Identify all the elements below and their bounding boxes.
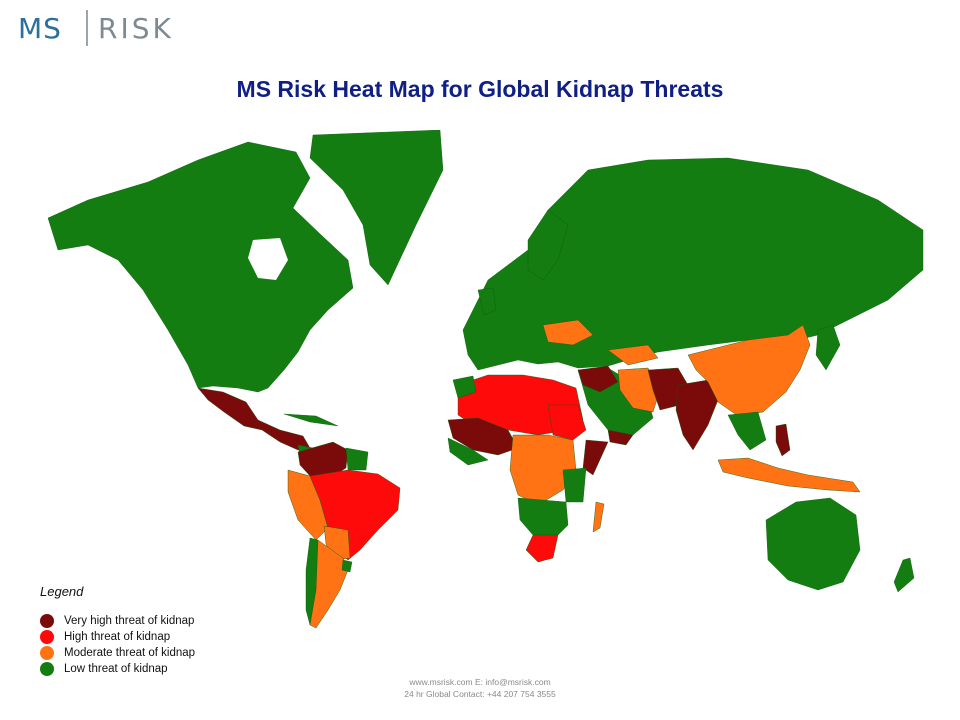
legend-item-low: Low threat of kidnap xyxy=(40,661,280,677)
region-southeast-asia xyxy=(727,411,767,451)
legend-item-high: High threat of kidnap xyxy=(40,629,280,645)
legend-label-very-high: Very high threat of kidnap xyxy=(64,615,195,627)
region-china xyxy=(687,324,811,417)
region-uruguay xyxy=(341,559,353,573)
legend-swatch-high xyxy=(40,630,54,644)
region-east-africa xyxy=(562,467,587,503)
legend-label-moderate: Moderate threat of kidnap xyxy=(64,647,196,659)
region-indonesia xyxy=(717,457,861,493)
region-india xyxy=(675,379,719,451)
region-australia xyxy=(765,497,861,591)
logo-risk-text: RISK xyxy=(98,12,174,45)
world-map-svg xyxy=(48,130,924,629)
legend-item-very-high: Very high threat of kidnap xyxy=(40,613,280,629)
region-philippines xyxy=(775,423,791,457)
region-sahel xyxy=(447,417,519,456)
region-guianas xyxy=(345,447,369,471)
legend-title: Legend xyxy=(40,584,84,599)
logo-divider xyxy=(86,10,88,46)
region-yemen xyxy=(607,429,634,446)
legend-swatch-low xyxy=(40,662,54,676)
region-scandinavia xyxy=(527,209,569,281)
region-hudson-bay xyxy=(248,238,288,280)
legend-label-low: Low threat of kidnap xyxy=(64,663,168,675)
world-kidnap-threat-map xyxy=(48,130,928,640)
region-morocco xyxy=(452,375,477,399)
region-caribbean xyxy=(283,413,339,427)
legend-swatch-very-high xyxy=(40,614,54,628)
region-iran xyxy=(617,367,661,413)
region-uk xyxy=(477,287,497,316)
footer-line-web-email: www.msrisk.com E: info@msrisk.com xyxy=(409,677,551,687)
footer-line-phone: 24 hr Global Contact: +44 207 754 3555 xyxy=(404,689,556,699)
region-iraq-syria xyxy=(577,365,619,393)
region-turkey-caucasus xyxy=(607,344,659,366)
region-ukraine xyxy=(542,319,594,346)
region-madagascar xyxy=(592,501,605,533)
legend-swatch-moderate xyxy=(40,646,54,660)
region-greenland xyxy=(309,130,444,286)
region-west-africa-coast xyxy=(447,437,489,466)
region-mexico-central-america xyxy=(197,387,311,451)
region-somalia xyxy=(582,439,609,476)
map-legend: Legend Very high threat of kidnap High t… xyxy=(40,584,280,677)
legend-label-high: High threat of kidnap xyxy=(64,631,171,643)
region-sudan xyxy=(547,404,587,441)
region-south-africa xyxy=(525,534,559,563)
logo-ms-text: MS xyxy=(18,12,62,45)
region-southern-africa xyxy=(517,497,569,541)
region-new-zealand xyxy=(893,557,915,593)
msrisk-logo: MS RISK xyxy=(18,10,188,46)
region-central-africa xyxy=(509,434,577,506)
region-japan xyxy=(815,324,841,371)
region-north-america xyxy=(48,141,354,393)
page-title: MS Risk Heat Map for Global Kidnap Threa… xyxy=(236,76,724,102)
legend-item-moderate: Moderate threat of kidnap xyxy=(40,645,280,661)
footer-contact: www.msrisk.com E: info@msrisk.com 24 hr … xyxy=(300,676,660,700)
